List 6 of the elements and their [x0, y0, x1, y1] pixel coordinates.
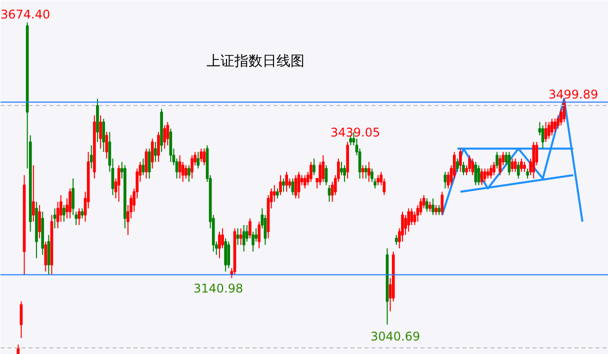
annotation: 3499.89 — [548, 88, 598, 102]
annotation: 3439.05 — [330, 126, 380, 140]
annotation: 3040.69 — [370, 330, 420, 344]
text: 上证指数日线图 — [206, 54, 304, 70]
text: 3674.40 — [0, 8, 50, 22]
annotation: 3140.98 — [194, 282, 244, 296]
